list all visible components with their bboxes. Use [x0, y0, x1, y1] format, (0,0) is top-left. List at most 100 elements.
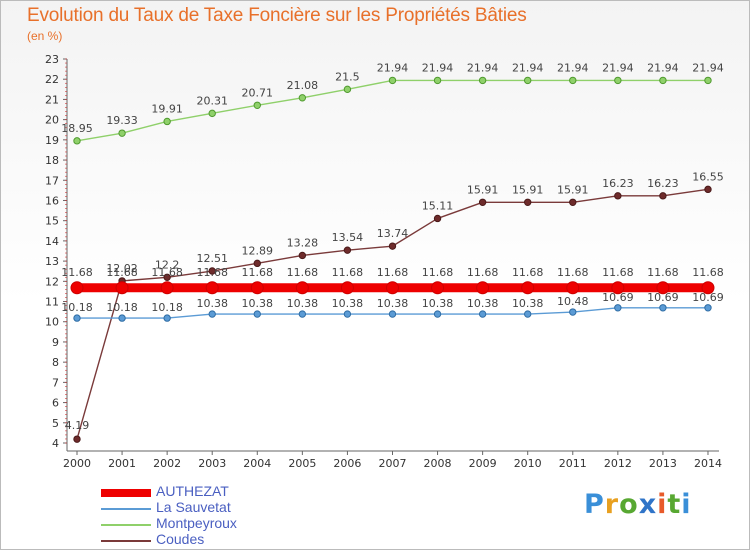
logo-letter: i: [681, 489, 692, 520]
data-point-authezat: [115, 281, 129, 295]
data-label-la-sauvetat: 10.18: [106, 301, 138, 314]
data-label-montpeyroux: 21.94: [602, 61, 634, 74]
line-chart: 4 5 6 7 8 9 10 11 12 13 14 15 16 17 18 19 20 21 22 23 2000 20…: [45, 53, 724, 470]
data-label-montpeyroux: 21.5: [335, 70, 360, 83]
data-label-coudes: 12.2: [155, 258, 180, 271]
y-tick-label: 14: [45, 235, 59, 248]
data-point-montpeyroux: [524, 76, 532, 85]
data-point-coudes: [73, 435, 81, 443]
y-tick-label: 9: [52, 336, 59, 349]
data-point-authezat: [611, 281, 625, 295]
data-point-montpeyroux: [388, 76, 397, 85]
data-point-montpeyroux: [343, 85, 352, 94]
legend-swatch: [101, 508, 151, 510]
legend-label: AUTHEZAT: [156, 483, 229, 499]
data-point-la-sauvetat: [659, 304, 667, 312]
data-label-montpeyroux: 21.94: [557, 61, 589, 74]
x-tick-label: 2007: [378, 457, 406, 470]
data-point-authezat: [656, 281, 670, 295]
data-point-montpeyroux: [569, 76, 577, 85]
data-point-la-sauvetat: [208, 310, 216, 318]
data-point-coudes: [659, 192, 667, 200]
x-tick-label: 2013: [649, 457, 677, 470]
data-point-authezat: [385, 281, 399, 295]
y-tick-label: 13: [45, 255, 59, 268]
data-point-authezat: [295, 281, 309, 295]
data-label-coudes: 15.11: [422, 199, 454, 212]
data-point-authezat: [205, 281, 219, 295]
legend-label: Montpeyroux: [156, 515, 237, 531]
logo-letter: r: [604, 489, 620, 520]
data-point-coudes: [614, 192, 622, 200]
data-label-la-sauvetat: 10.69: [692, 291, 724, 304]
y-tick-label: 23: [45, 53, 59, 66]
data-label-coudes: 13.54: [332, 231, 364, 244]
y-tick-label: 7: [52, 376, 59, 389]
data-point-coudes: [388, 242, 397, 250]
x-tick-label: 2004: [243, 457, 271, 470]
data-point-montpeyroux: [614, 76, 622, 85]
data-point-montpeyroux: [73, 137, 81, 145]
logo-letter: P: [584, 489, 605, 520]
data-label-la-sauvetat: 10.18: [151, 301, 183, 314]
data-label-la-sauvetat: 10.48: [557, 295, 589, 308]
data-point-authezat: [701, 281, 715, 295]
data-label-montpeyroux: 21.94: [422, 61, 454, 74]
data-label-authezat: 11.68: [647, 266, 679, 279]
data-point-la-sauvetat: [298, 310, 307, 318]
x-tick-label: 2003: [198, 457, 226, 470]
data-point-coudes: [208, 267, 216, 275]
data-label-la-sauvetat: 10.69: [647, 291, 679, 304]
data-point-la-sauvetat: [73, 314, 81, 322]
data-point-coudes: [478, 198, 487, 206]
data-point-coudes: [163, 273, 171, 281]
data-point-authezat: [566, 281, 580, 295]
data-label-la-sauvetat: 10.38: [377, 297, 409, 310]
logo-letter: i: [657, 489, 668, 520]
data-label-layer: 18.95 19.33 19.91 20.31 20.71 21.08 21.5 21.94 2…: [61, 61, 723, 432]
data-point-la-sauvetat: [118, 314, 126, 322]
y-tick-label: 16: [45, 194, 59, 207]
data-point-authezat: [340, 281, 354, 295]
data-label-la-sauvetat: 10.38: [242, 297, 274, 310]
data-label-coudes: 13.74: [377, 227, 409, 240]
data-label-authezat: 11.68: [377, 266, 409, 279]
data-label-authezat: 11.68: [61, 266, 93, 279]
x-tick-label: 2001: [108, 457, 136, 470]
data-label-authezat: 11.68: [512, 266, 544, 279]
y-tick-label: 5: [52, 417, 59, 430]
data-point-montpeyroux: [298, 94, 307, 102]
data-point-coudes: [433, 214, 442, 223]
data-point-la-sauvetat: [343, 310, 352, 318]
data-point-la-sauvetat: [704, 304, 712, 312]
data-label-coudes: 12.02: [106, 262, 138, 275]
series-layer: [70, 76, 715, 443]
data-point-la-sauvetat: [478, 310, 487, 318]
x-tick-label: 2012: [604, 457, 632, 470]
data-label-authezat: 11.68: [467, 266, 499, 279]
data-label-montpeyroux: 21.94: [692, 61, 724, 74]
legend-swatch: [101, 524, 151, 526]
legend-swatch: [101, 489, 151, 497]
y-tick-label: 19: [45, 134, 59, 147]
data-label-coudes: 16.55: [692, 170, 724, 183]
chart-axes: 4 5 6 7 8 9 10 11 12 13 14 15 16 17 18 19 20 21 22 23 2000 20…: [45, 53, 722, 470]
data-label-la-sauvetat: 10.38: [196, 297, 228, 310]
data-label-authezat: 11.68: [196, 266, 228, 279]
data-point-montpeyroux: [478, 76, 487, 85]
y-tick-label: 6: [52, 397, 59, 410]
logo-letter: o: [619, 489, 639, 520]
y-tick-label: 8: [52, 356, 59, 369]
data-point-coudes: [298, 251, 307, 260]
chart-unit-label: (en %): [27, 29, 63, 43]
data-label-la-sauvetat: 10.38: [512, 297, 544, 310]
proxiti-logo: Proxiti: [584, 489, 692, 520]
data-label-coudes: 13.28: [287, 236, 319, 249]
x-tick-label: 2000: [63, 457, 91, 470]
data-label-coudes: 16.23: [647, 177, 679, 190]
y-tick-label: 22: [45, 73, 59, 86]
data-label-la-sauvetat: 10.38: [467, 297, 499, 310]
data-point-la-sauvetat: [163, 314, 171, 322]
x-tick-label: 2002: [153, 457, 181, 470]
